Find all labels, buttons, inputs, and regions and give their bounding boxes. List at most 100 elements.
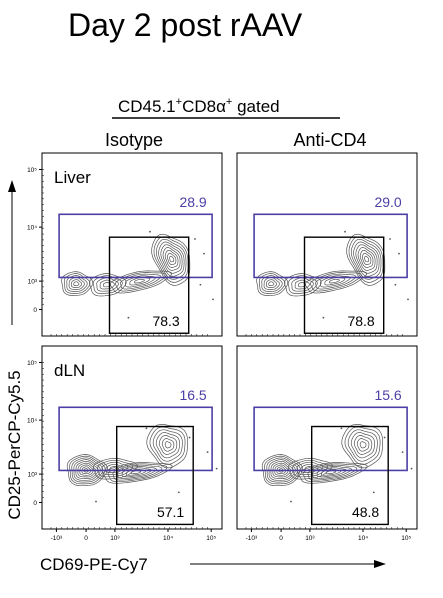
contour-line <box>164 441 172 449</box>
contour-line <box>359 249 374 268</box>
event-dot <box>322 316 325 319</box>
cd25-gate-percent: 16.5 <box>179 387 206 403</box>
event-dot <box>401 451 404 454</box>
contour-line <box>124 275 156 288</box>
panel-frame <box>41 345 223 530</box>
event-dot <box>199 283 202 286</box>
contour-line <box>146 423 188 469</box>
event-dot <box>340 427 343 430</box>
contour-line <box>158 435 178 455</box>
contour-line <box>256 271 289 296</box>
y-tick-label: 0 <box>33 307 37 314</box>
contour-line <box>70 279 83 288</box>
contour-line <box>309 272 362 292</box>
contour-line <box>344 426 381 465</box>
contour-line <box>316 467 347 478</box>
contour-line <box>312 466 353 479</box>
contour-line <box>120 273 162 290</box>
y-axis-arrow-head <box>8 180 16 192</box>
y-tick-label: 10⁵ <box>27 360 37 367</box>
contour-line <box>362 252 372 265</box>
contour-line <box>265 279 278 288</box>
contour-line <box>161 438 175 452</box>
y-tick-label: 10³ <box>28 279 38 286</box>
contour-line <box>107 463 168 483</box>
column-header-isotype: Isotype <box>105 130 163 150</box>
contour-line <box>319 275 351 288</box>
contour-line <box>96 277 119 292</box>
event-dot <box>344 230 346 233</box>
contour-line <box>284 273 322 297</box>
row-label-dln: dLN <box>54 361 85 380</box>
panel-dln-isotype: 16.5 57.1 dLN 10⁵ 10⁴ 10³ 0 -10³ 0 10³ 10⁴ 10⁵ <box>27 345 223 542</box>
contour-line <box>158 241 185 277</box>
contour-line <box>350 238 382 280</box>
contour-line <box>89 273 127 297</box>
contour-line <box>68 277 85 290</box>
cd69-gate <box>311 425 389 526</box>
x-tick-label: -10³ <box>246 535 258 542</box>
y-tick-label: 10⁴ <box>27 418 37 425</box>
contour-line <box>153 236 189 283</box>
x-tick-label: -10³ <box>51 535 63 542</box>
panel-frame <box>41 152 223 337</box>
event-dot <box>215 467 218 470</box>
contour-line <box>315 273 357 290</box>
contour-line <box>258 273 286 294</box>
cd25-gate-percent: 28.9 <box>179 194 206 210</box>
x-tick-label: 10⁵ <box>206 535 216 542</box>
contour-line <box>152 429 183 462</box>
contour-line <box>353 241 380 277</box>
contour-plot <box>61 230 214 319</box>
cd69-gate-percent: 78.8 <box>347 313 374 329</box>
event-dot <box>212 298 214 301</box>
cd25-gate-percent: 15.6 <box>374 387 401 403</box>
contour-line <box>348 236 384 283</box>
x-tick-label: 0 <box>279 535 283 542</box>
y-tick-label: 10⁴ <box>27 225 37 232</box>
contour-line <box>103 282 111 288</box>
contour-line <box>350 432 376 459</box>
event-dot <box>127 316 130 319</box>
figure-title: Day 2 post rAAV <box>68 7 303 43</box>
event-dot <box>188 436 191 439</box>
cd69-gate-percent: 48.8 <box>352 504 379 520</box>
panel-frame <box>236 152 418 337</box>
cd25-gate <box>253 406 408 472</box>
event-dot <box>383 436 386 439</box>
event-dot <box>194 238 196 240</box>
gate-label: CD45.1+CD8α+ gated <box>118 96 280 116</box>
contour-line <box>300 463 319 473</box>
contour-line <box>291 277 314 292</box>
panel-dln-anti-cd4: 15.6 48.8 -10³ 0 10³ 10⁴ 10⁵ <box>236 345 418 542</box>
event-dot <box>95 500 97 503</box>
contour-line <box>302 463 363 483</box>
event-dot <box>389 238 391 240</box>
contour-line <box>304 270 367 294</box>
contour-line <box>347 429 378 462</box>
x-tick-label: 10³ <box>305 535 315 542</box>
contour-line <box>298 282 306 288</box>
event-dot <box>372 491 375 494</box>
event-dot <box>290 500 292 503</box>
contour-line <box>321 468 342 476</box>
x-tick-label: 10⁴ <box>163 535 173 542</box>
column-header-anti-cd4: Anti-CD4 <box>293 130 366 150</box>
event-dot <box>407 298 409 301</box>
contour-line <box>134 278 145 284</box>
cd69-gate-percent: 57.1 <box>157 504 184 520</box>
contour-line <box>357 247 376 271</box>
y-axis-label: CD25-PerCP-Cy5.5 <box>5 370 24 519</box>
contour-line <box>359 441 367 449</box>
event-dot <box>149 230 151 233</box>
y-tick-label: 10⁵ <box>27 167 37 174</box>
event-dot <box>206 451 209 454</box>
x-tick-label: 10⁵ <box>401 535 411 542</box>
contour-plot <box>261 423 413 503</box>
x-axis-label: CD69-PE-Cy7 <box>40 555 148 574</box>
row-label-liver: Liver <box>54 168 91 187</box>
contour-line <box>169 255 175 263</box>
y-tick-label: 0 <box>33 500 37 507</box>
x-tick-label: 0 <box>84 535 88 542</box>
cd25-gate <box>253 213 408 279</box>
